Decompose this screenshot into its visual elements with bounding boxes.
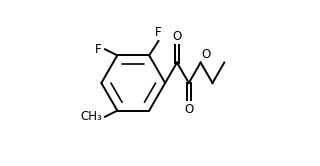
Text: O: O [172, 30, 182, 42]
Text: F: F [95, 43, 102, 56]
Text: O: O [184, 103, 193, 116]
Text: O: O [202, 48, 211, 61]
Text: CH₃: CH₃ [80, 110, 102, 123]
Text: F: F [155, 26, 162, 39]
